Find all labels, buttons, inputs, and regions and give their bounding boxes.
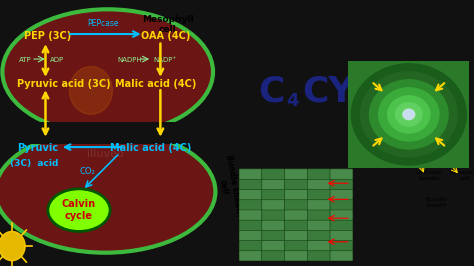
- Text: NADPH: NADPH: [117, 57, 142, 63]
- FancyBboxPatch shape: [330, 189, 353, 200]
- Text: Pyruvic acid (3C): Pyruvic acid (3C): [17, 79, 110, 89]
- FancyBboxPatch shape: [239, 230, 262, 240]
- Text: Photosynthesis 8: Photosynthesis 8: [227, 8, 474, 36]
- Text: Mesophyll
cell: Mesophyll cell: [142, 15, 193, 34]
- Text: C: C: [258, 74, 284, 109]
- Text: ATP: ATP: [19, 57, 32, 63]
- Circle shape: [69, 66, 112, 114]
- Text: Malic acid (4C): Malic acid (4C): [115, 79, 196, 89]
- FancyBboxPatch shape: [307, 240, 330, 251]
- Text: Mesophyll
cell: Mesophyll cell: [449, 170, 474, 181]
- FancyBboxPatch shape: [284, 210, 308, 220]
- FancyBboxPatch shape: [284, 251, 308, 261]
- Text: Vascular
bundle: Vascular bundle: [416, 170, 443, 181]
- Circle shape: [388, 96, 430, 133]
- Text: Pyruvic: Pyruvic: [17, 143, 58, 153]
- FancyBboxPatch shape: [330, 240, 353, 251]
- Text: OAA (4C): OAA (4C): [141, 31, 191, 41]
- FancyBboxPatch shape: [330, 251, 353, 261]
- FancyBboxPatch shape: [239, 240, 262, 251]
- FancyBboxPatch shape: [307, 200, 330, 210]
- Ellipse shape: [48, 189, 110, 231]
- FancyBboxPatch shape: [330, 179, 353, 190]
- FancyBboxPatch shape: [262, 169, 285, 179]
- FancyBboxPatch shape: [330, 220, 353, 230]
- FancyBboxPatch shape: [262, 200, 285, 210]
- Circle shape: [360, 72, 457, 157]
- FancyBboxPatch shape: [330, 169, 353, 179]
- FancyBboxPatch shape: [284, 240, 308, 251]
- FancyBboxPatch shape: [239, 179, 262, 190]
- Text: (3C)  acid: (3C) acid: [9, 159, 58, 168]
- FancyBboxPatch shape: [284, 230, 308, 240]
- FancyBboxPatch shape: [239, 251, 262, 261]
- FancyBboxPatch shape: [330, 200, 353, 210]
- FancyBboxPatch shape: [239, 220, 262, 230]
- Circle shape: [403, 109, 415, 120]
- Circle shape: [370, 80, 448, 149]
- FancyBboxPatch shape: [262, 189, 285, 200]
- Ellipse shape: [2, 9, 213, 134]
- Circle shape: [395, 103, 422, 126]
- FancyBboxPatch shape: [307, 179, 330, 190]
- Text: NADP⁺: NADP⁺: [153, 57, 176, 63]
- FancyBboxPatch shape: [239, 200, 262, 210]
- FancyBboxPatch shape: [284, 200, 308, 210]
- Text: Bundle sheath
cell: Bundle sheath cell: [214, 154, 244, 219]
- FancyBboxPatch shape: [284, 189, 308, 200]
- FancyBboxPatch shape: [239, 169, 262, 179]
- FancyBboxPatch shape: [330, 210, 353, 220]
- Bar: [2, 122, 213, 144]
- Ellipse shape: [0, 130, 215, 253]
- Text: PEPcase: PEPcase: [87, 19, 118, 28]
- FancyBboxPatch shape: [307, 189, 330, 200]
- Circle shape: [403, 110, 414, 119]
- FancyBboxPatch shape: [262, 220, 285, 230]
- FancyBboxPatch shape: [307, 251, 330, 261]
- FancyBboxPatch shape: [307, 169, 330, 179]
- FancyBboxPatch shape: [330, 230, 353, 240]
- FancyBboxPatch shape: [262, 210, 285, 220]
- FancyBboxPatch shape: [239, 189, 262, 200]
- Text: CYCLE: CYCLE: [303, 74, 428, 109]
- FancyBboxPatch shape: [307, 220, 330, 230]
- Text: 4: 4: [286, 92, 299, 110]
- FancyBboxPatch shape: [262, 179, 285, 190]
- Text: CO₂: CO₂: [80, 167, 95, 176]
- Circle shape: [351, 64, 466, 165]
- Text: PEP (3C): PEP (3C): [24, 31, 71, 41]
- FancyBboxPatch shape: [307, 230, 330, 240]
- FancyBboxPatch shape: [284, 169, 308, 179]
- FancyBboxPatch shape: [239, 210, 262, 220]
- FancyBboxPatch shape: [262, 251, 285, 261]
- FancyBboxPatch shape: [262, 240, 285, 251]
- Circle shape: [0, 231, 25, 261]
- Text: Calvin
cycle: Calvin cycle: [62, 199, 96, 221]
- FancyBboxPatch shape: [307, 210, 330, 220]
- Text: Bundle
sheath: Bundle sheath: [426, 197, 447, 208]
- Text: illuveo: illuveo: [87, 149, 124, 159]
- Text: ADP: ADP: [50, 57, 64, 63]
- FancyBboxPatch shape: [284, 179, 308, 190]
- FancyBboxPatch shape: [284, 220, 308, 230]
- Circle shape: [379, 88, 439, 141]
- Text: Malic acid (4C): Malic acid (4C): [110, 143, 191, 153]
- FancyBboxPatch shape: [262, 230, 285, 240]
